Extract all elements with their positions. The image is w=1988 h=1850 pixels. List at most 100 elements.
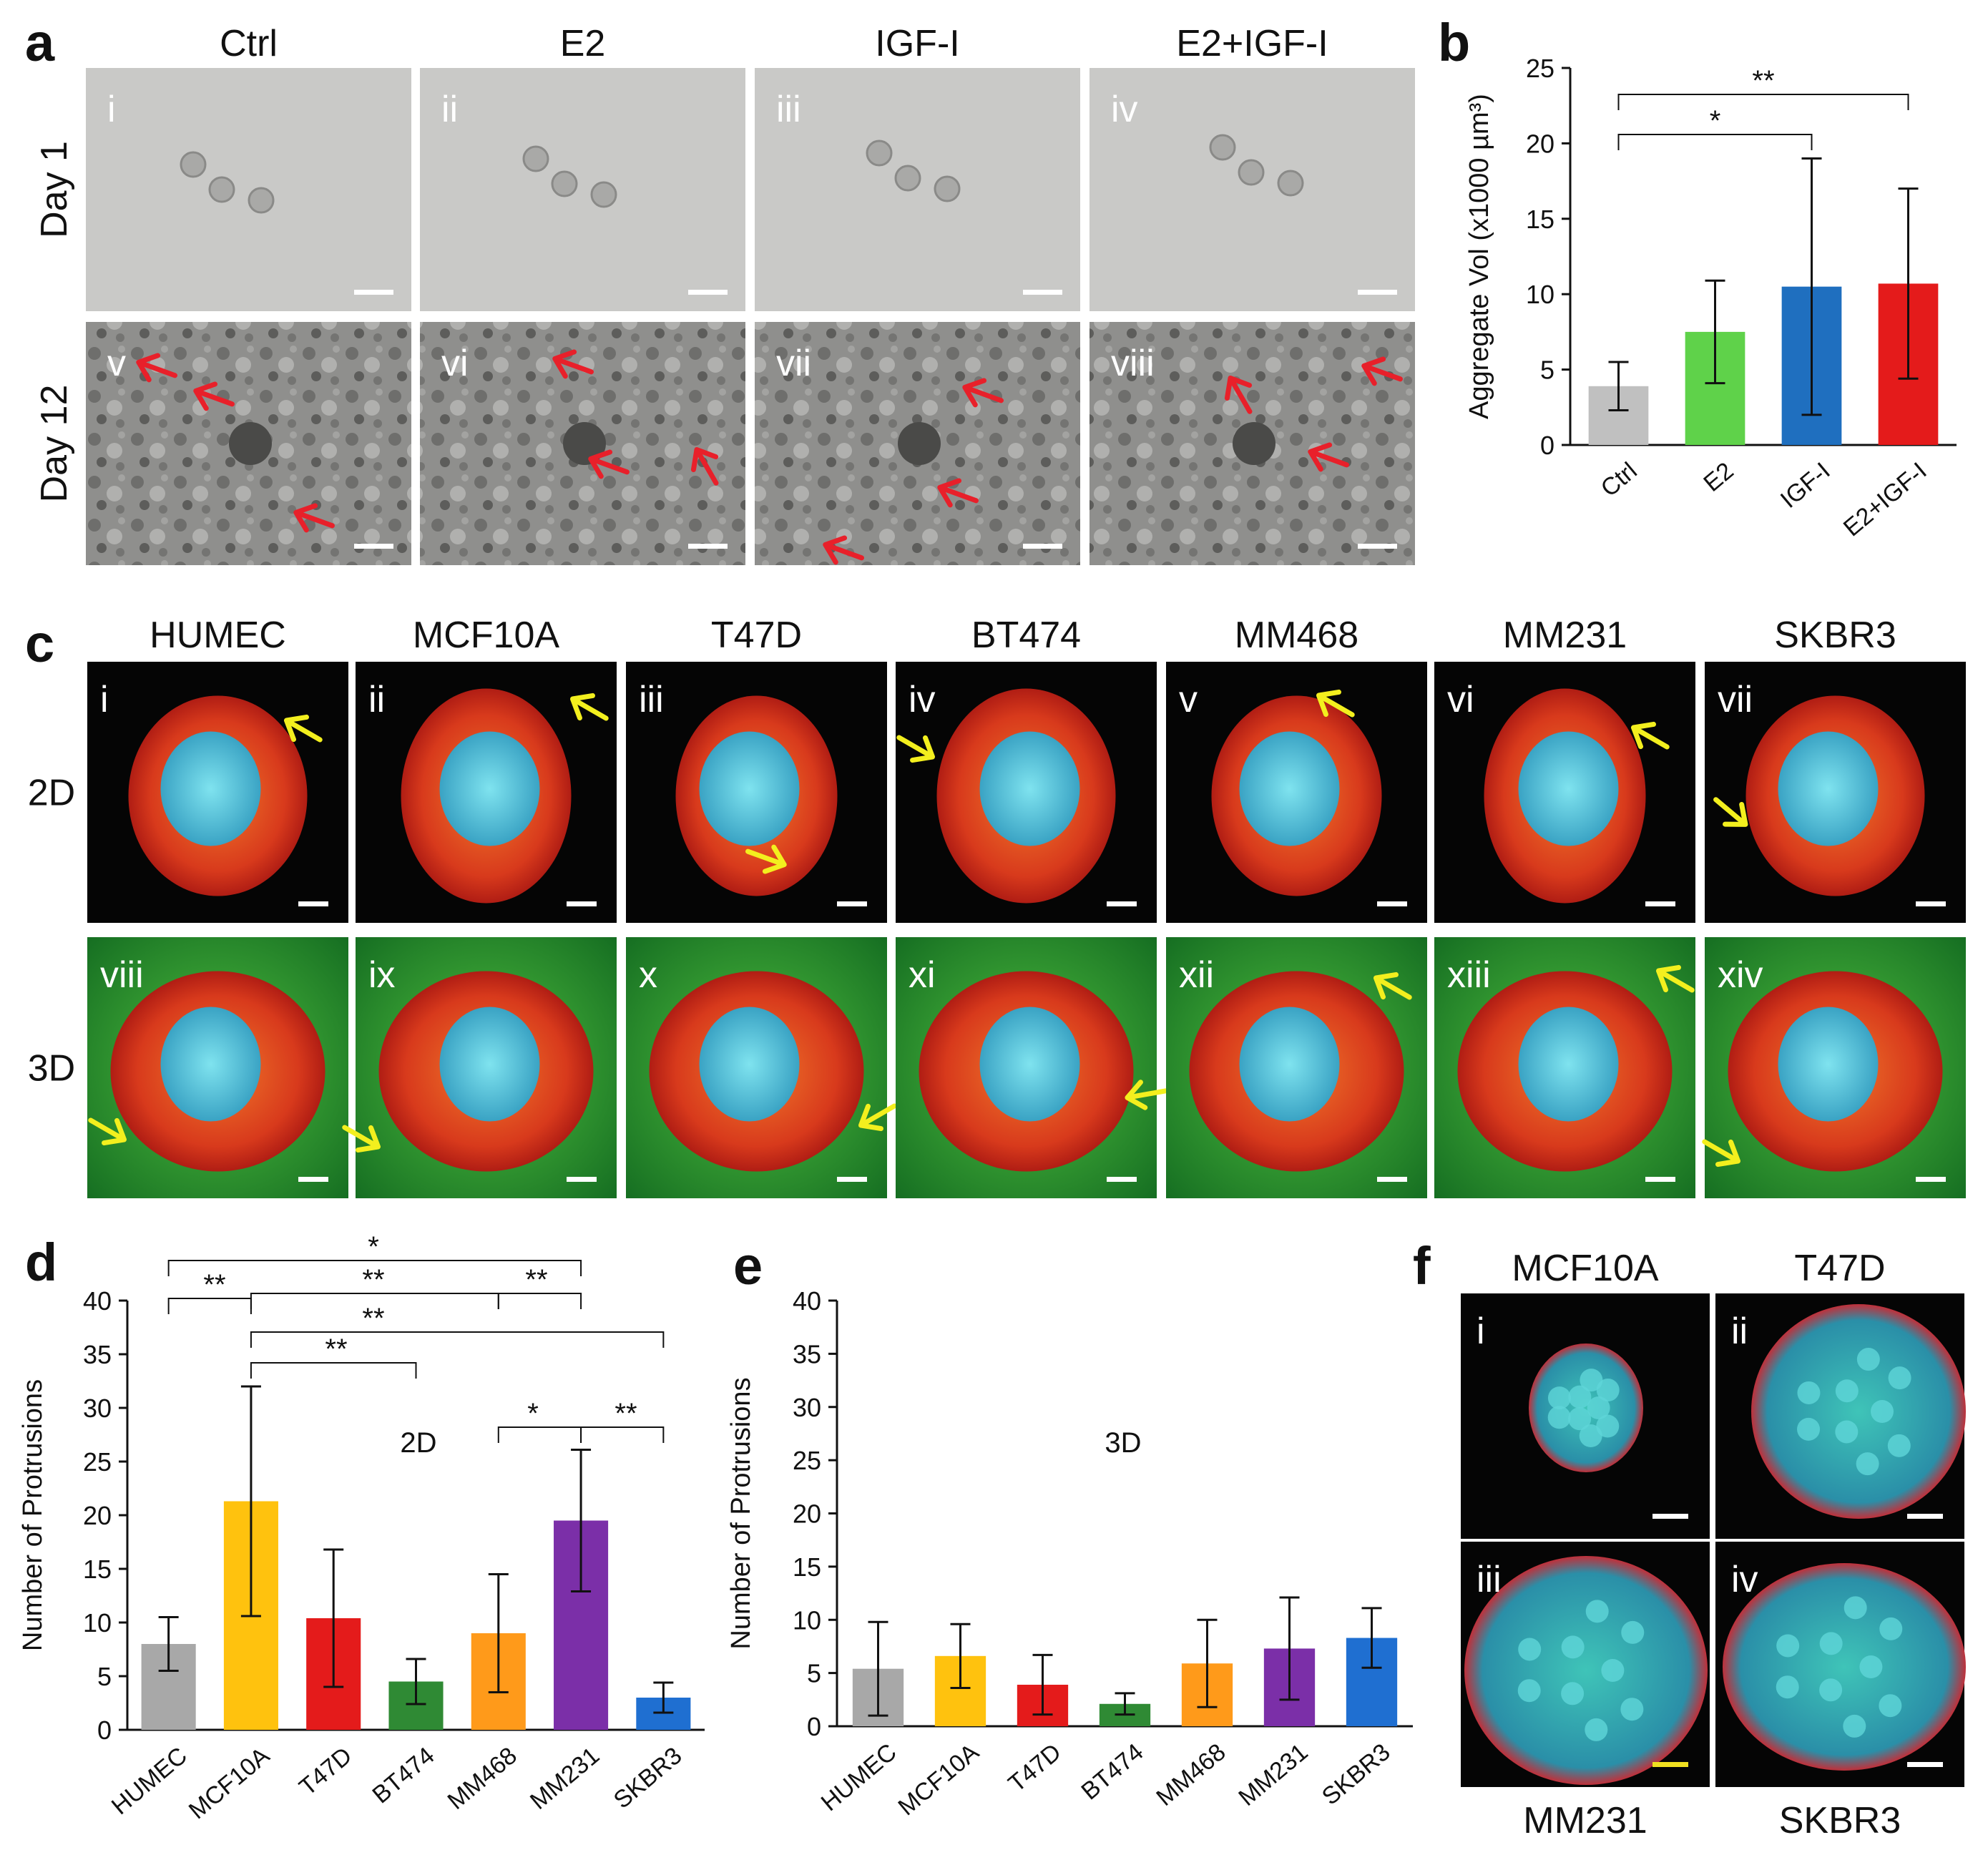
- yellow-arrow-shaft: [1702, 1139, 1738, 1163]
- significance-mark: **: [362, 1303, 384, 1334]
- roman-numeral: v: [107, 343, 126, 384]
- y-tick-label: 20: [793, 1499, 821, 1529]
- roman-numeral: v: [1179, 679, 1198, 720]
- fluor-2D-MCF10A: ii: [356, 662, 617, 923]
- scale-bar: [1023, 544, 1062, 549]
- red-arrow-2: [1308, 442, 1350, 472]
- significance-mark: **: [525, 1264, 547, 1296]
- chart-e-protrusions-3d: 0 5 10 15 20 25 30 35 40 Number of Protrusions HUM…: [726, 1286, 1413, 1821]
- red-arrow-2-head: [823, 535, 848, 565]
- panel-c-cell-images: HUMEC MCF10A T47D BT474 MM468 MM231 SKBR3 2D 3D i…: [28, 615, 1966, 1198]
- red-arrow-0-shaft: [555, 357, 594, 375]
- yellow-arrow: [858, 1103, 897, 1132]
- micrograph-day1-0: i: [86, 68, 411, 311]
- micrograph-bg: [420, 68, 745, 311]
- yellow-arrow-shaft: [861, 1103, 897, 1127]
- category-label-MM231: MM231: [525, 1742, 604, 1815]
- nucleus: [1797, 1381, 1821, 1404]
- nucleus: [1879, 1617, 1903, 1640]
- scale-bar: [1107, 1177, 1137, 1182]
- yellow-arrow: [896, 735, 936, 763]
- red-arrow-0: [1224, 375, 1253, 414]
- row-label-3D: 3D: [28, 1048, 75, 1090]
- yellow-arrow: [1316, 689, 1355, 718]
- nucleus: [1585, 1718, 1608, 1741]
- nucleus: [1819, 1678, 1843, 1702]
- category-label-T47D: T47D: [294, 1742, 357, 1801]
- significance-mark: **: [362, 1264, 384, 1296]
- nucleus: [1819, 1632, 1843, 1655]
- nucleus: [1517, 1679, 1541, 1703]
- spheroid-image-1: ii: [1715, 1293, 1966, 1539]
- scale-bar: [1377, 1177, 1407, 1182]
- y-tick-label: 0: [807, 1712, 821, 1741]
- category-label-SKBR3: SKBR3: [1317, 1738, 1396, 1811]
- scale-bar: [1907, 1762, 1943, 1767]
- scale-bar: [1652, 1514, 1688, 1519]
- red-arrow-1-shaft: [196, 389, 235, 407]
- fluor-2D-HUMEC: i: [87, 662, 348, 923]
- y-tick-label: 10: [1526, 280, 1554, 309]
- cell-aggregate: [563, 422, 606, 465]
- chart-d-protrusions-2d: 0 5 10 15 20 25 30 35 40 Number of Protrusions HUM…: [18, 1231, 705, 1824]
- scale-bar: [1645, 901, 1675, 906]
- red-arrow-2-shaft: [1311, 450, 1350, 468]
- scale-bar: [1107, 901, 1137, 906]
- significance-mark: **: [1752, 65, 1774, 97]
- spheroid-image-3: iv: [1715, 1542, 1966, 1787]
- category-label-T47D: T47D: [1004, 1738, 1067, 1798]
- nucleus: [1856, 1452, 1879, 1476]
- scale-bar: [567, 1177, 597, 1182]
- significance-bracket: [580, 1426, 665, 1443]
- y-tick-label: 15: [1526, 205, 1554, 234]
- category-label-BT474: BT474: [1076, 1738, 1148, 1806]
- yellow-arrow-head: [1723, 801, 1748, 827]
- category-label-Ctrl: Ctrl: [1596, 457, 1642, 502]
- cell-aggregate: [248, 187, 275, 214]
- micrograph-bg: [86, 68, 411, 311]
- yellow-arrow: [745, 844, 787, 874]
- category-label-BT474: BT474: [367, 1742, 439, 1809]
- y-tick-label: 40: [83, 1286, 112, 1316]
- yellow-arrow-shaft: [1633, 726, 1670, 750]
- yellow-arrow-shaft: [572, 698, 609, 721]
- top-label-0: MCF10A: [1512, 1248, 1658, 1289]
- nucleus: [1888, 1366, 1911, 1390]
- nucleus: [1776, 1675, 1799, 1699]
- nucleus: [1561, 1682, 1585, 1705]
- nucleus: [1601, 1659, 1625, 1682]
- scale-bar: [298, 1177, 328, 1182]
- red-arrow-2-head: [690, 446, 719, 473]
- row-label-1: Day 12: [34, 385, 75, 503]
- cell-aggregate: [934, 175, 961, 202]
- red-arrow-1: [588, 449, 630, 479]
- roman-numeral: i: [1477, 1311, 1485, 1352]
- roman-numeral: vii: [776, 343, 811, 384]
- roman-numeral: iii: [1477, 1559, 1502, 1600]
- cell-aggregate: [898, 422, 941, 465]
- roman-numeral: x: [639, 954, 657, 996]
- yellow-arrow-head: [1373, 972, 1399, 1000]
- roman-numeral: xiv: [1718, 954, 1763, 996]
- nucleus: [1580, 1369, 1603, 1392]
- fluor-2D-T47D: iii: [626, 662, 887, 923]
- red-arrow-1: [937, 478, 979, 508]
- col-title-MCF10A: MCF10A: [413, 615, 559, 656]
- significance-bracket: [497, 1426, 582, 1443]
- red-arrow-1: [193, 381, 235, 411]
- red-arrow-0-head: [136, 353, 161, 383]
- scale-bar: [1358, 544, 1397, 549]
- roman-numeral: viii: [1111, 343, 1155, 384]
- nucleus: [1856, 1348, 1880, 1371]
- yellow-arrow-head: [101, 1117, 127, 1146]
- col-title-3: E2+IGF-I: [1176, 23, 1328, 64]
- panel-label-b: b: [1438, 13, 1470, 72]
- yellow-arrow-head: [909, 735, 936, 763]
- red-arrow-0-head: [962, 378, 987, 408]
- scale-bar: [354, 290, 393, 295]
- roman-numeral: iii: [639, 679, 664, 720]
- nucleus: [1835, 1420, 1859, 1444]
- significance-bracket: [167, 1298, 252, 1314]
- nucleus: [160, 731, 261, 846]
- y-tick-label: 35: [83, 1340, 112, 1369]
